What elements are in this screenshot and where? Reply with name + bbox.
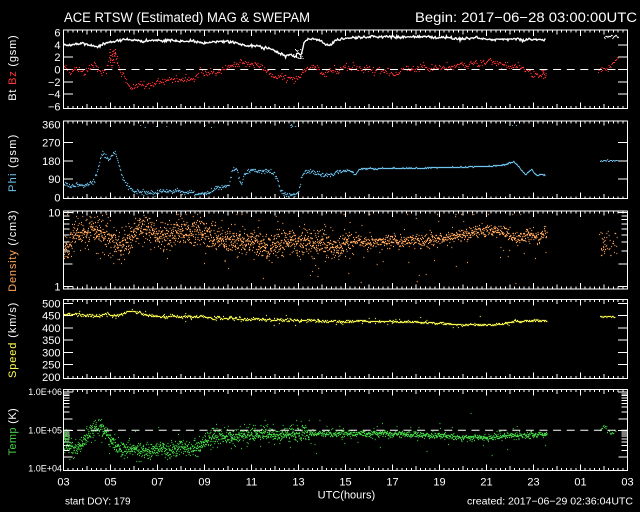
svg-text:0: 0	[54, 65, 60, 77]
svg-text:180: 180	[42, 156, 60, 168]
svg-text:Density (/cm3): Density (/cm3)	[7, 210, 19, 292]
svg-text:03: 03	[57, 477, 69, 489]
svg-text:450: 450	[42, 311, 60, 323]
svg-text:21: 21	[480, 477, 492, 489]
svg-text:05: 05	[104, 477, 116, 489]
svg-text:Speed (km/s): Speed (km/s)	[7, 302, 19, 378]
svg-text:start DOY: 179: start DOY: 179	[65, 497, 131, 508]
svg-text:1.0E+06: 1.0E+06	[28, 387, 62, 397]
svg-text:1.0E+05: 1.0E+05	[28, 425, 62, 435]
svg-text:11: 11	[246, 477, 257, 489]
svg-text:09: 09	[198, 477, 210, 489]
svg-text:−6: −6	[48, 101, 61, 113]
svg-text:350: 350	[42, 335, 60, 347]
svg-text:UTC(hours): UTC(hours)	[318, 490, 375, 502]
svg-text:Begin: 2017−06−28 03:00:00UTC: Begin: 2017−06−28 03:00:00UTC	[415, 10, 637, 25]
svg-text:90: 90	[48, 174, 60, 186]
svg-text:400: 400	[42, 323, 60, 335]
svg-text:Phi (gsm): Phi (gsm)	[7, 133, 19, 192]
svg-text:6: 6	[54, 28, 60, 40]
svg-text:1: 1	[54, 282, 60, 294]
svg-text:250: 250	[42, 360, 60, 372]
svg-text:360: 360	[42, 119, 60, 131]
svg-text:200: 200	[42, 372, 60, 384]
svg-text:23: 23	[527, 477, 539, 489]
svg-text:01: 01	[574, 477, 586, 489]
svg-text:−2: −2	[48, 77, 61, 89]
svg-text:ACE RTSW (Estimated) MAG & SWE: ACE RTSW (Estimated) MAG & SWEPAM	[64, 10, 310, 25]
svg-text:300: 300	[42, 347, 60, 359]
svg-text:0: 0	[54, 192, 60, 204]
svg-text:1.0E+04: 1.0E+04	[28, 464, 62, 474]
svg-text:03: 03	[621, 477, 633, 489]
svg-text:13: 13	[292, 477, 304, 489]
svg-text:07: 07	[151, 477, 163, 489]
svg-text:19: 19	[433, 477, 445, 489]
svg-text:500: 500	[42, 298, 60, 310]
svg-text:Bt Bz (gsm): Bt Bz (gsm)	[7, 34, 19, 100]
svg-text:4: 4	[54, 40, 60, 52]
svg-text:2: 2	[54, 52, 60, 64]
svg-text:−4: −4	[48, 89, 61, 101]
svg-text:created: 2017−06−29 02:36:04UT: created: 2017−06−29 02:36:04UTC	[467, 497, 633, 508]
svg-text:17: 17	[386, 477, 398, 489]
svg-text:10: 10	[48, 208, 60, 220]
svg-text:270: 270	[42, 138, 60, 150]
svg-text:15: 15	[339, 477, 351, 489]
svg-text:Temp (K): Temp (K)	[7, 408, 19, 456]
